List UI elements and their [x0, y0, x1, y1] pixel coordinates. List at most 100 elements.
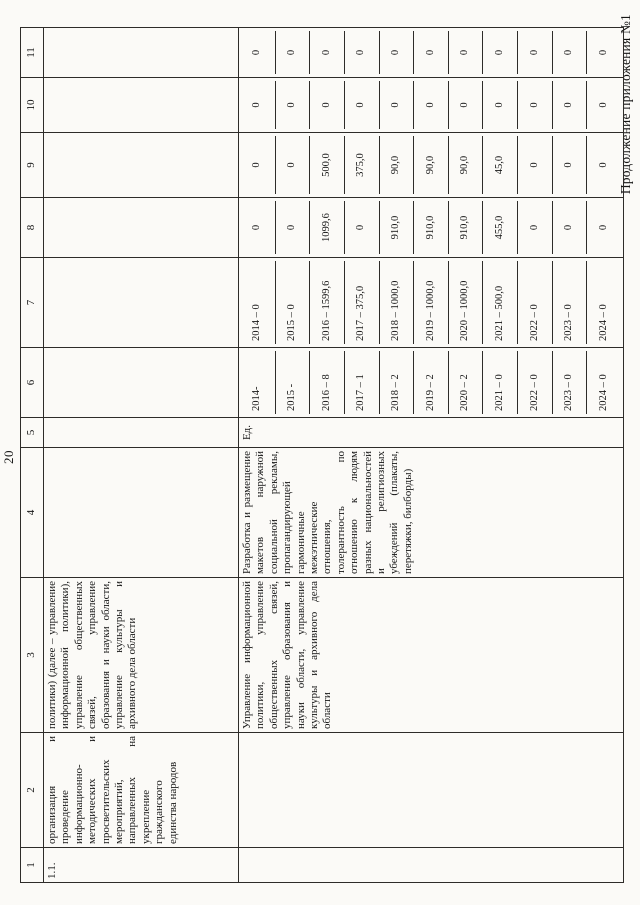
empty-cell	[43, 257, 239, 348]
empty-cell	[43, 27, 239, 78]
budget-value-cell: 0	[597, 49, 609, 56]
year-total-cell: 2015 – 0	[275, 261, 311, 344]
year-total-cell: 2014 – 0	[241, 261, 276, 344]
budget-value-cell: 0	[518, 81, 553, 129]
budget-value-cell: 455,0	[483, 201, 519, 254]
col-header-2: 2	[20, 732, 44, 848]
year-total-cell: 2017 – 375,0	[344, 261, 380, 344]
budget-value-cell: 0	[552, 136, 588, 194]
year-total-cell: 2016 – 1599,6	[310, 261, 345, 344]
budget-col8-column: 0 0 1099,6 0 910,0 910,0 910,0 455,0 0 0 0	[238, 197, 624, 258]
year-total-cell: 2021 – 500,0	[483, 261, 519, 344]
budget-value-cell: 0	[518, 201, 553, 254]
year-count-cell: 2019 – 2	[414, 351, 449, 414]
year-count-cell: 2024 – 0	[597, 374, 609, 411]
table-row-main: Управление информационной политики, упра…	[238, 27, 624, 883]
budget-value-cell: 500,0	[310, 136, 345, 194]
budget-value-cell: 0	[414, 31, 449, 74]
budget-value-cell: 375,0	[344, 136, 380, 194]
column-number-row: 1 2 3 4 5 6 7 8 9 10 11	[20, 27, 44, 883]
activity-name-cell: организация и проведение информационно-м…	[43, 732, 239, 848]
unit-cell: Ед.	[238, 417, 624, 448]
year-count-cell: 2015 -	[275, 351, 311, 414]
responsible-tail-text: политики) (далее – управление информацио…	[46, 581, 139, 729]
year-count-cell: 2018 – 2	[379, 351, 415, 414]
activity-description-text: Разработка и размещение макетов наружной…	[241, 451, 414, 574]
year-count-cell: 2022 – 0	[518, 351, 553, 414]
year-total-cell: 2018 – 1000,0	[379, 261, 415, 344]
year-count-cell: 2023 – 0	[552, 351, 588, 414]
empty-cell	[43, 197, 239, 258]
year-count-cell: 2021 – 0	[483, 351, 519, 414]
budget-value-cell: 910,0	[414, 201, 449, 254]
year-count-column: 2014- 2015 -2016 – 8 2017 – 1 2018 – 2 2019 …	[238, 347, 624, 418]
budget-value-cell: 0	[597, 102, 609, 108]
budget-value-cell: 90,0	[448, 136, 484, 194]
budget-value-cell: 0	[241, 136, 276, 194]
page-number: 20	[1, 450, 16, 464]
year-count-cell: 2020 – 2	[448, 351, 484, 414]
budget-value-cell: 0	[379, 81, 415, 129]
year-total-cell: 2020 – 1000,0	[448, 261, 484, 344]
budget-value-cell: 0	[310, 81, 345, 129]
budget-value-cell: 0	[344, 201, 380, 254]
empty-cell	[238, 847, 624, 883]
budget-value-cell: 0	[275, 136, 311, 194]
table-row-continuation: 1.1. организация и проведение информацио…	[43, 27, 239, 883]
col-header-7: 7	[20, 257, 44, 348]
col-header-5: 5	[20, 417, 44, 448]
budget-value-cell: 0	[597, 162, 609, 168]
budget-value-cell: 0	[344, 31, 380, 74]
budget-value-cell: 0	[552, 81, 588, 129]
budget-value-cell: 0	[344, 81, 380, 129]
budget-value-cell: 0	[241, 201, 276, 254]
budget-value-cell: 90,0	[414, 136, 449, 194]
budget-value-cell: 0	[310, 31, 345, 74]
empty-cell	[43, 347, 239, 418]
col-header-11: 11	[20, 27, 44, 78]
budget-value-cell: 0	[275, 31, 311, 74]
year-total-list: 2014 – 0 2015 – 0 2016 – 1599,6 2017 – 375,…	[241, 261, 621, 344]
year-total-cell: 2023 – 0	[552, 261, 588, 344]
year-count-cell: 2017 – 1	[344, 351, 380, 414]
col-header-6: 6	[20, 347, 44, 418]
col-header-10: 10	[20, 77, 44, 133]
year-total-cell: 2022 – 0	[518, 261, 553, 344]
empty-cell	[43, 77, 239, 133]
responsible-tail-cell: политики) (далее – управление информацио…	[43, 577, 239, 733]
col-header-9: 9	[20, 132, 44, 198]
budget-value-cell: 45,0	[483, 136, 519, 194]
budget-value-cell: 0	[275, 201, 311, 254]
year-count-cell: 2016 – 8	[310, 351, 345, 414]
budget-value-cell: 0	[448, 81, 484, 129]
activity-name-text: организация и проведение информационно-м…	[46, 736, 179, 844]
year-total-column: 2014 – 0 2015 – 0 2016 – 1599,6 2017 – 375,…	[238, 257, 624, 348]
empty-cell	[43, 132, 239, 198]
budget-value-cell: 0	[552, 31, 588, 74]
empty-cell	[238, 732, 624, 848]
program-measures-table: 1 2 3 4 5 6 7 8 9 10 11 1.1. организация…	[20, 27, 624, 883]
budget-value-cell: 0	[275, 81, 311, 129]
budget-value-cell: 0	[414, 81, 449, 129]
row-number-cell: 1.1.	[43, 847, 239, 883]
budget-value-cell: 910,0	[379, 201, 415, 254]
col-header-3: 3	[20, 577, 44, 733]
budget-value-cell: 0	[241, 81, 276, 129]
budget-value-cell: 0	[552, 201, 588, 254]
activity-description-cell: Разработка и размещение макетов наружной…	[238, 447, 624, 578]
budget-value-cell: 0	[241, 31, 276, 74]
year-count-list: 2014- 2015 -2016 – 8 2017 – 1 2018 – 2 2019 …	[241, 351, 621, 414]
budget-value-cell: 0	[518, 31, 553, 74]
year-total-cell: 2019 – 1000,0	[414, 261, 449, 344]
budget-value-cell: 910,0	[448, 201, 484, 254]
col-header-8: 8	[20, 197, 44, 258]
year-count-cell: 2014-	[241, 351, 276, 414]
responsible-cell: Управление информационной политики, упра…	[238, 577, 624, 733]
empty-cell	[43, 447, 239, 578]
budget-col9-column: 0 0 500,0 375,0 90,0 90,0 90,0 45,0 0 0 0	[238, 132, 624, 198]
